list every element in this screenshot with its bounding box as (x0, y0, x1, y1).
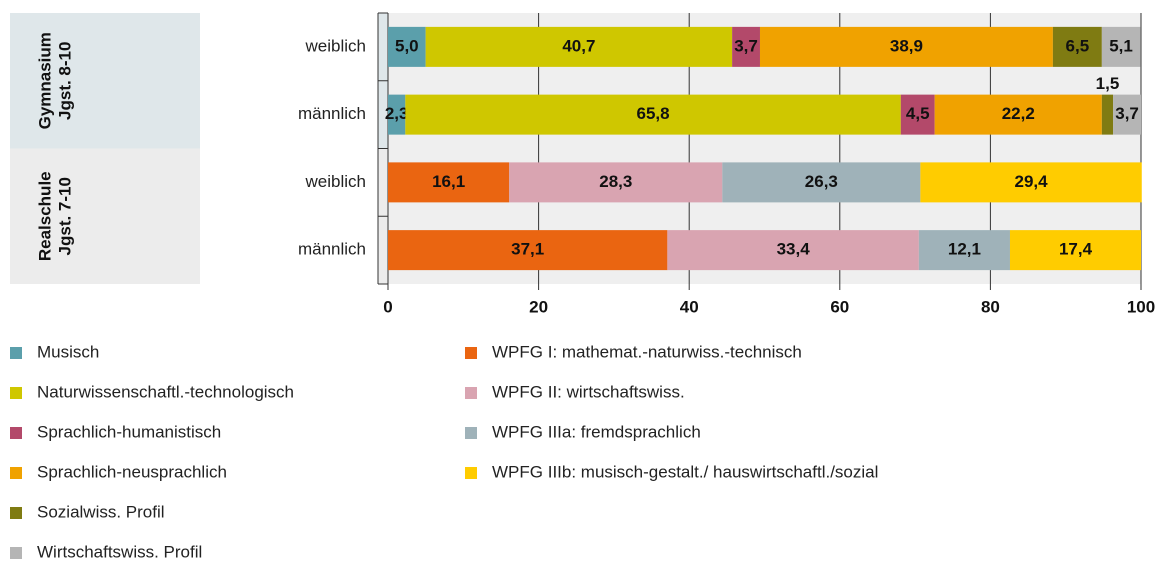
bar-segment (509, 162, 723, 203)
bar-segment (1101, 26, 1141, 67)
legend-swatch (465, 427, 477, 439)
x-tick-label: 80 (981, 297, 1000, 316)
value-label: 40,7 (562, 36, 595, 55)
value-label: 17,4 (1059, 240, 1093, 259)
value-label: 16,1 (432, 172, 465, 191)
value-label: 4,5 (906, 104, 930, 123)
value-label: 5,0 (395, 36, 419, 55)
legend-label: WPFG IIIa: fremdsprachlich (492, 422, 701, 441)
value-label: 3,7 (734, 36, 758, 55)
value-label: 6,5 (1066, 36, 1090, 55)
legend-swatch (10, 347, 22, 359)
x-tick-label: 0 (383, 297, 392, 316)
value-label: 26,3 (805, 172, 838, 191)
bar-segment (934, 94, 1102, 135)
x-tick-label: 100 (1127, 297, 1155, 316)
category-label: männlich (298, 104, 366, 123)
legend-swatch (465, 467, 477, 479)
legend-label: Musisch (37, 342, 99, 361)
value-label: 33,4 (777, 240, 811, 259)
bar-segment (1009, 230, 1141, 271)
legend-swatch (10, 547, 22, 559)
category-label: weiblich (305, 36, 366, 55)
x-tick-label: 40 (680, 297, 699, 316)
legend-swatch (10, 427, 22, 439)
value-label: 28,3 (599, 172, 632, 191)
legend-swatch (465, 347, 477, 359)
bar-segment (388, 26, 426, 67)
value-label: 3,7 (1115, 104, 1139, 123)
legend-label: WPFG I: mathemat.-naturwiss.-technisch (492, 342, 802, 361)
group-label: Jgst. 7-10 (55, 177, 74, 255)
bar-segment (1113, 94, 1141, 135)
bar-segment (1052, 26, 1102, 67)
value-label: 65,8 (637, 104, 670, 123)
legend-label: Sozialwiss. Profil (37, 502, 165, 521)
bar-segment (405, 94, 901, 135)
legend-label: Naturwissenschaftl.-technologisch (37, 382, 294, 401)
bar-segment (900, 94, 935, 135)
value-label: 1,5 (1096, 74, 1120, 93)
legend-label: WPFG IIIb: musisch-gestalt./ hauswirtsch… (492, 462, 878, 481)
value-label: 22,2 (1002, 104, 1035, 123)
legend-swatch (465, 387, 477, 399)
bar-segment (759, 26, 1053, 67)
bar-segment (920, 162, 1142, 203)
legend-label: Wirtschaftswiss. Profil (37, 542, 202, 561)
bar-segment (732, 26, 760, 67)
label-area (200, 13, 378, 284)
value-label: 12,1 (948, 240, 981, 259)
group-label: Realschule (35, 171, 54, 261)
legend-swatch (10, 507, 22, 519)
x-tick-label: 20 (529, 297, 548, 316)
x-tick-label: 60 (830, 297, 849, 316)
group-label: Gymnasium (35, 32, 54, 129)
bar-segment (722, 162, 921, 203)
group-label: Jgst. 8-10 (55, 42, 74, 120)
value-label: 5,1 (1109, 36, 1133, 55)
category-label: weiblich (305, 172, 366, 191)
bar-segment (388, 230, 668, 271)
bar-segment (388, 162, 510, 203)
bar-segment (425, 26, 733, 67)
legend-label: Sprachlich-humanistisch (37, 422, 221, 441)
value-label: 2,3 (385, 104, 409, 123)
legend-label: Sprachlich-neusprachlich (37, 462, 227, 481)
value-label: 38,9 (890, 36, 923, 55)
legend-label: WPFG II: wirtschaftswiss. (492, 382, 685, 401)
legend-swatch (10, 467, 22, 479)
legend-swatch (10, 387, 22, 399)
value-label: 37,1 (511, 240, 544, 259)
bar-segment (918, 230, 1010, 271)
bar-segment (388, 94, 406, 135)
value-label: 29,4 (1015, 172, 1049, 191)
bar-segment (1101, 94, 1114, 135)
bar-segment (667, 230, 919, 271)
category-label: männlich (298, 240, 366, 259)
